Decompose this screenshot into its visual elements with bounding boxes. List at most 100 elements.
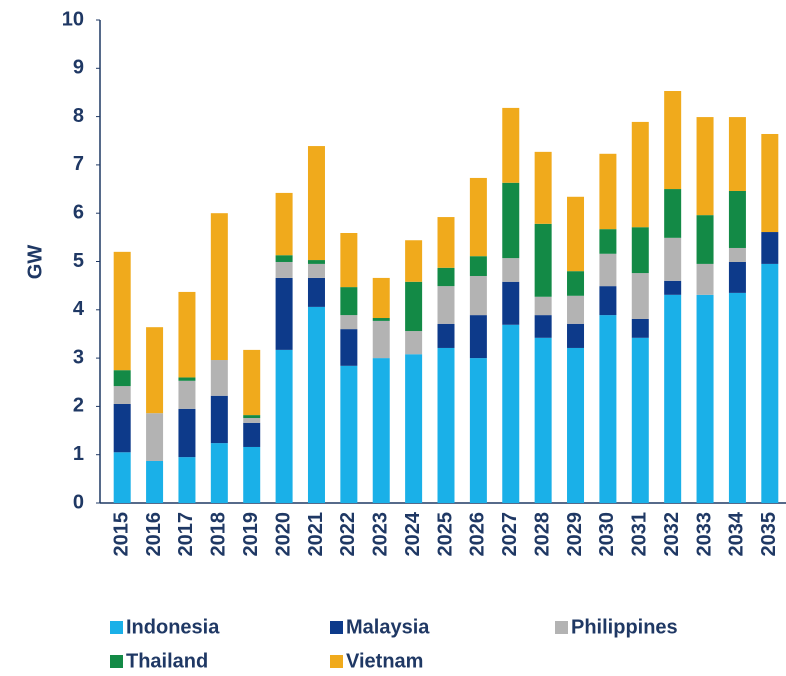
bar-segment [469, 177, 487, 257]
x-tick-label: 2030 [596, 512, 618, 557]
bar-segment [664, 189, 682, 238]
bar-segment [696, 215, 714, 264]
bar-segment [405, 354, 423, 503]
bar-segment [340, 365, 358, 503]
bar-segment [113, 370, 131, 387]
bar-segment [437, 323, 455, 348]
bar-segment [405, 240, 423, 282]
bar-segment [146, 413, 164, 461]
bar-segment [534, 296, 552, 316]
bar-segment [599, 153, 617, 230]
bar-segment [372, 277, 390, 319]
legend-swatch [110, 655, 123, 668]
bar-segment [372, 358, 390, 503]
y-tick-label: 0 [73, 491, 84, 513]
x-tick-label: 2033 [693, 512, 715, 557]
bar-segment [567, 295, 585, 324]
x-tick-label: 2022 [337, 512, 359, 557]
bar-segment [469, 358, 487, 503]
legend-label: Malaysia [346, 616, 430, 638]
x-tick-label: 2031 [629, 512, 651, 557]
bar-segment [372, 320, 390, 359]
bar-segment [275, 255, 293, 262]
bar-segment [567, 196, 585, 272]
bar-segment [534, 151, 552, 224]
bar-segment [113, 386, 131, 404]
bar-segment [599, 286, 617, 316]
bar-segment [340, 233, 358, 288]
bar-segment [210, 213, 228, 361]
bar-segment [307, 306, 325, 503]
bar-segment [243, 417, 261, 423]
bar-segment [405, 281, 423, 332]
legend-swatch [110, 621, 123, 634]
x-tick-label: 2028 [531, 512, 553, 557]
x-tick-label: 2019 [240, 512, 262, 557]
bar-segment [437, 347, 455, 503]
bar-segment [728, 292, 746, 503]
bar-segment [728, 261, 746, 293]
bar-segment [728, 190, 746, 248]
bar-segment [567, 323, 585, 348]
bar-segment [534, 315, 552, 338]
y-tick-label: 4 [73, 298, 85, 320]
legend-swatch [555, 621, 568, 634]
bar-segment [340, 287, 358, 316]
bar-segment [502, 107, 520, 183]
bar-segment [599, 229, 617, 254]
x-tick-label: 2025 [434, 512, 456, 557]
bar-segment [728, 247, 746, 262]
x-tick-label: 2027 [499, 512, 521, 557]
x-tick-label: 2023 [370, 512, 392, 557]
bar-segment [696, 117, 714, 216]
bar-segment [210, 360, 228, 396]
x-tick-label: 2017 [175, 512, 197, 557]
y-tick-label: 2 [73, 395, 84, 417]
bar-segment [275, 277, 293, 350]
bar-segment [178, 377, 196, 381]
bar-segment [405, 331, 423, 355]
x-tick-label: 2020 [272, 512, 294, 557]
x-tick-label: 2021 [305, 512, 327, 557]
legend-label: Vietnam [346, 650, 423, 672]
bar-segment [469, 275, 487, 316]
bar-segment [664, 294, 682, 503]
bar-segment [275, 349, 293, 503]
bar-segment [469, 256, 487, 276]
bar-segment [631, 337, 649, 503]
y-tick-label: 1 [73, 443, 84, 465]
y-tick-label: 10 [62, 8, 84, 30]
bar-segment [437, 286, 455, 324]
bar-segment [307, 146, 325, 261]
bar-segment [664, 91, 682, 190]
bar-segment [275, 261, 293, 278]
bar-segment [502, 258, 520, 282]
x-tick-label: 2016 [143, 512, 165, 557]
bar-segment [696, 294, 714, 503]
x-tick-label: 2034 [726, 511, 748, 556]
legend-label: Thailand [126, 650, 208, 672]
bar-segment [243, 422, 261, 447]
bar-segment [599, 253, 617, 287]
bar-segment [469, 315, 487, 359]
bar-segment [178, 380, 196, 409]
y-tick-label: 7 [73, 153, 84, 175]
bar-segment [146, 460, 164, 503]
bar-segment [534, 223, 552, 297]
bar-segment [567, 271, 585, 296]
bar-segment [599, 315, 617, 503]
bar-segment [307, 260, 325, 264]
bar-segment [437, 267, 455, 287]
x-tick-label: 2026 [467, 512, 489, 557]
y-tick-label: 5 [73, 250, 84, 272]
x-tick-label: 2018 [208, 512, 230, 557]
x-tick-label: 2029 [564, 512, 586, 557]
bar-segment [631, 121, 649, 228]
x-tick-label: 2035 [758, 512, 780, 557]
x-tick-label: 2032 [661, 512, 683, 557]
bar-segment [113, 452, 131, 503]
bar-segment [243, 349, 261, 416]
bar-segment [502, 182, 520, 259]
bar-segment [567, 347, 585, 503]
bar-segment [307, 277, 325, 307]
